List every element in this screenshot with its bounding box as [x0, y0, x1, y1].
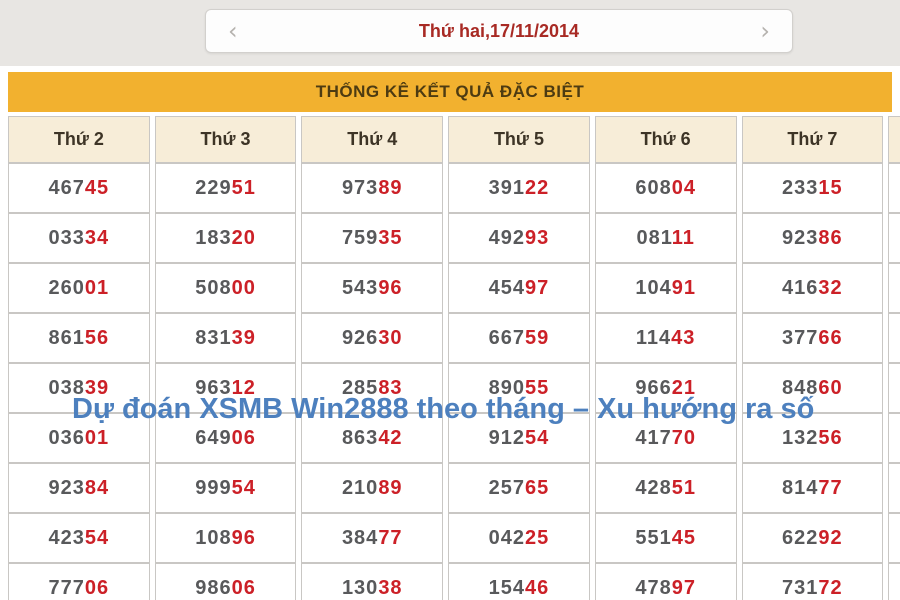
result-cell: 96312 — [154, 363, 297, 413]
result-cell: 49293 — [448, 213, 590, 263]
result-cell: 81477 — [741, 463, 884, 513]
column-header-2: Thứ 2 — [8, 116, 150, 163]
result-cell-clipped — [888, 263, 900, 313]
result-cell: 22951 — [154, 163, 297, 213]
results-table-wrap: Thứ 2 Thứ 3 Thứ 4 Thứ 5 Thứ 6 Thứ 7 46745 2295… — [8, 112, 900, 600]
table-row: 03601 64906 86342 91254 41770 13256 — [8, 413, 900, 463]
result-cell: 42354 — [8, 513, 150, 563]
table-row: 03334 18320 75935 49293 08111 92386 — [8, 213, 900, 263]
result-cell: 18320 — [154, 213, 297, 263]
header-row: Thứ 2 Thứ 3 Thứ 4 Thứ 5 Thứ 6 Thứ 7 — [8, 116, 900, 163]
result-cell: 55145 — [594, 513, 737, 563]
result-cell: 66759 — [448, 313, 590, 363]
table-row: 46745 22951 97389 39122 60804 23315 — [8, 163, 900, 213]
result-cell: 13256 — [741, 413, 884, 463]
results-table: Thứ 2 Thứ 3 Thứ 4 Thứ 5 Thứ 6 Thứ 7 46745 2295… — [8, 116, 900, 600]
result-cell: 99954 — [154, 463, 297, 513]
next-day-button[interactable]: › — [754, 17, 776, 45]
table-title-banner: THỐNG KÊ KẾT QUẢ ĐẶC BIỆT — [8, 72, 892, 112]
result-cell-clipped — [888, 363, 900, 413]
result-cell: 62292 — [741, 513, 884, 563]
result-cell: 50800 — [154, 263, 297, 313]
result-cell: 21089 — [301, 463, 444, 513]
result-cell-clipped — [888, 413, 900, 463]
result-cell: 64906 — [154, 413, 297, 463]
result-cell: 86342 — [301, 413, 444, 463]
column-header-6: Thứ 6 — [594, 116, 737, 163]
result-cell: 92386 — [741, 213, 884, 263]
result-cell: 77706 — [8, 563, 150, 600]
result-cell: 04225 — [448, 513, 590, 563]
chevron-left-icon: ‹ — [228, 17, 238, 45]
result-cell: 89055 — [448, 363, 590, 413]
result-cell: 73172 — [741, 563, 884, 600]
table-row: 42354 10896 38477 04225 55145 62292 — [8, 513, 900, 563]
table-row: 03839 96312 28583 89055 96621 84860 — [8, 363, 900, 413]
result-cell: 46745 — [8, 163, 150, 213]
result-cell: 13038 — [301, 563, 444, 600]
result-cell-clipped — [888, 213, 900, 263]
result-cell: 10491 — [594, 263, 737, 313]
table-row: 77706 98606 13038 15446 47897 73172 — [8, 563, 900, 600]
top-bar: ‹ Thứ hai,17/11/2014 › — [0, 0, 900, 66]
result-cell: 23315 — [741, 163, 884, 213]
column-header-5: Thứ 5 — [448, 116, 590, 163]
column-header-clipped — [888, 116, 900, 163]
result-cell-clipped — [888, 163, 900, 213]
result-cell: 45497 — [448, 263, 590, 313]
result-cell: 37766 — [741, 313, 884, 363]
result-cell-clipped — [888, 513, 900, 563]
result-cell: 03334 — [8, 213, 150, 263]
result-cell-clipped — [888, 463, 900, 513]
result-cell: 11443 — [594, 313, 737, 363]
result-cell: 03601 — [8, 413, 150, 463]
date-label: Thứ hai,17/11/2014 — [418, 20, 580, 41]
result-cell: 47897 — [594, 563, 737, 600]
result-cell: 25765 — [448, 463, 590, 513]
result-cell: 10896 — [154, 513, 297, 563]
result-cell: 91254 — [448, 413, 590, 463]
column-header-4: Thứ 4 — [301, 116, 444, 163]
column-header-3: Thứ 3 — [154, 116, 297, 163]
result-cell-clipped — [888, 563, 900, 600]
result-cell: 41770 — [594, 413, 737, 463]
table-row: 92384 99954 21089 25765 42851 81477 — [8, 463, 900, 513]
result-cell: 03839 — [8, 363, 150, 413]
result-cell: 39122 — [448, 163, 590, 213]
result-cell: 83139 — [154, 313, 297, 363]
prev-day-button[interactable]: ‹ — [222, 17, 244, 45]
result-cell: 54396 — [301, 263, 444, 313]
date-navigator: ‹ Thứ hai,17/11/2014 › — [205, 9, 793, 53]
result-cell: 92384 — [8, 463, 150, 513]
result-cell: 26001 — [8, 263, 150, 313]
result-cell: 84860 — [741, 363, 884, 413]
column-header-7: Thứ 7 — [741, 116, 884, 163]
result-cell: 08111 — [594, 213, 737, 263]
result-cell: 28583 — [301, 363, 444, 413]
result-cell: 86156 — [8, 313, 150, 363]
result-cell: 75935 — [301, 213, 444, 263]
result-cell: 15446 — [448, 563, 590, 600]
result-cell: 60804 — [594, 163, 737, 213]
result-cell-clipped — [888, 313, 900, 363]
chevron-right-icon: › — [760, 17, 770, 45]
table-title: THỐNG KÊ KẾT QUẢ ĐẶC BIỆT — [315, 82, 585, 101]
result-cell: 97389 — [301, 163, 444, 213]
result-cell: 42851 — [594, 463, 737, 513]
result-cell: 96621 — [594, 363, 737, 413]
table-row: 86156 83139 92630 66759 11443 37766 — [8, 313, 900, 363]
result-cell: 92630 — [301, 313, 444, 363]
result-cell: 41632 — [741, 263, 884, 313]
result-cell: 98606 — [154, 563, 297, 600]
table-row: 26001 50800 54396 45497 10491 41632 — [8, 263, 900, 313]
result-cell: 38477 — [301, 513, 444, 563]
